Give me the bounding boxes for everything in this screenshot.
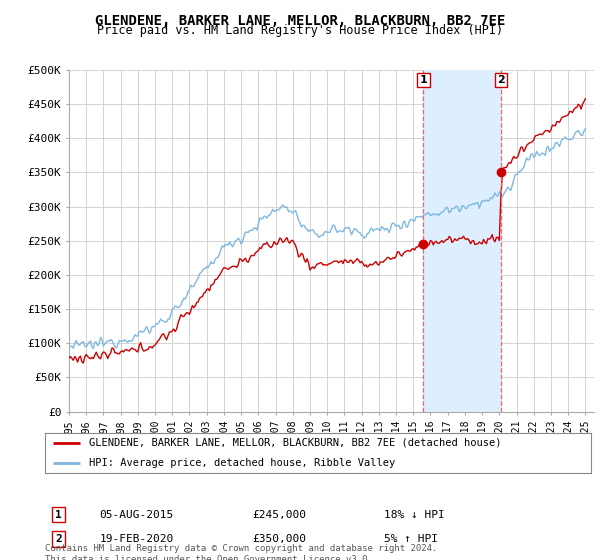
Text: £245,000: £245,000 — [253, 510, 307, 520]
Text: 1: 1 — [55, 510, 62, 520]
Text: Contains HM Land Registry data © Crown copyright and database right 2024.
This d: Contains HM Land Registry data © Crown c… — [45, 544, 437, 560]
Text: 2: 2 — [497, 75, 505, 85]
Text: GLENDENE, BARKER LANE, MELLOR, BLACKBURN, BB2 7EE: GLENDENE, BARKER LANE, MELLOR, BLACKBURN… — [95, 14, 505, 28]
Text: GLENDENE, BARKER LANE, MELLOR, BLACKBURN, BB2 7EE (detached house): GLENDENE, BARKER LANE, MELLOR, BLACKBURN… — [89, 438, 501, 448]
Text: HPI: Average price, detached house, Ribble Valley: HPI: Average price, detached house, Ribb… — [89, 458, 395, 468]
Text: 05-AUG-2015: 05-AUG-2015 — [100, 510, 174, 520]
Text: 1: 1 — [419, 75, 427, 85]
Bar — [424, 70, 502, 412]
Text: 5% ↑ HPI: 5% ↑ HPI — [383, 534, 437, 544]
Text: Price paid vs. HM Land Registry's House Price Index (HPI): Price paid vs. HM Land Registry's House … — [97, 24, 503, 36]
Text: 19-FEB-2020: 19-FEB-2020 — [100, 534, 174, 544]
Text: 18% ↓ HPI: 18% ↓ HPI — [383, 510, 444, 520]
Text: 2: 2 — [55, 534, 62, 544]
Text: £350,000: £350,000 — [253, 534, 307, 544]
